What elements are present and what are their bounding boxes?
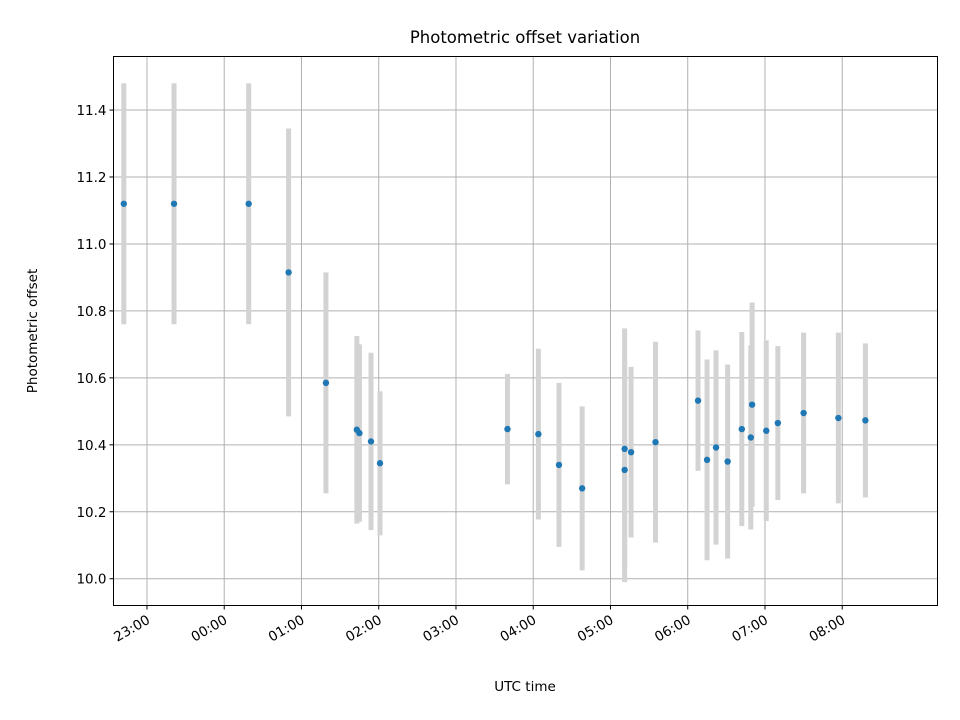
y-tick-label: 10.0 — [76, 572, 106, 588]
data-point — [652, 438, 659, 446]
data-point — [578, 485, 586, 492]
data-points — [120, 200, 869, 492]
data-point — [800, 409, 807, 417]
data-point — [322, 379, 330, 387]
data-point — [621, 445, 628, 453]
y-axis-ticks: 10.0 10.2 10.4 10.6 10.8 11.0 11.2 11.4 — [76, 103, 114, 588]
data-point — [748, 401, 756, 408]
data-point — [774, 419, 782, 427]
data-point — [376, 460, 384, 467]
y-axis-label: Photometric offset — [25, 269, 41, 393]
data-point — [712, 444, 720, 451]
data-point — [285, 269, 292, 276]
y-tick-label: 10.4 — [76, 438, 106, 454]
y-tick-label: 11.4 — [76, 103, 106, 119]
data-point — [862, 417, 869, 424]
data-point — [555, 461, 563, 469]
y-tick-label: 10.8 — [76, 304, 106, 320]
data-point — [835, 414, 842, 422]
data-point — [245, 200, 252, 207]
data-point — [120, 200, 128, 207]
data-point — [627, 448, 635, 456]
y-tick-label: 10.6 — [76, 371, 106, 387]
data-point — [621, 466, 628, 474]
chart-title: Photometric offset variation — [410, 28, 640, 47]
data-point — [535, 430, 542, 438]
plot-frame — [113, 56, 938, 606]
y-tick-label: 11.2 — [76, 170, 106, 186]
data-point — [170, 200, 178, 207]
data-point — [694, 397, 702, 404]
data-point — [504, 425, 511, 433]
data-point — [367, 438, 375, 445]
data-point — [724, 458, 731, 465]
y-tick-label: 11.0 — [76, 237, 106, 253]
x-axis-label: UTC time — [494, 679, 556, 695]
data-point — [763, 427, 770, 434]
y-tick-label: 10.2 — [76, 505, 106, 521]
data-point — [747, 434, 755, 441]
data-point — [356, 429, 363, 437]
data-point — [738, 425, 745, 433]
data-point — [703, 456, 711, 464]
